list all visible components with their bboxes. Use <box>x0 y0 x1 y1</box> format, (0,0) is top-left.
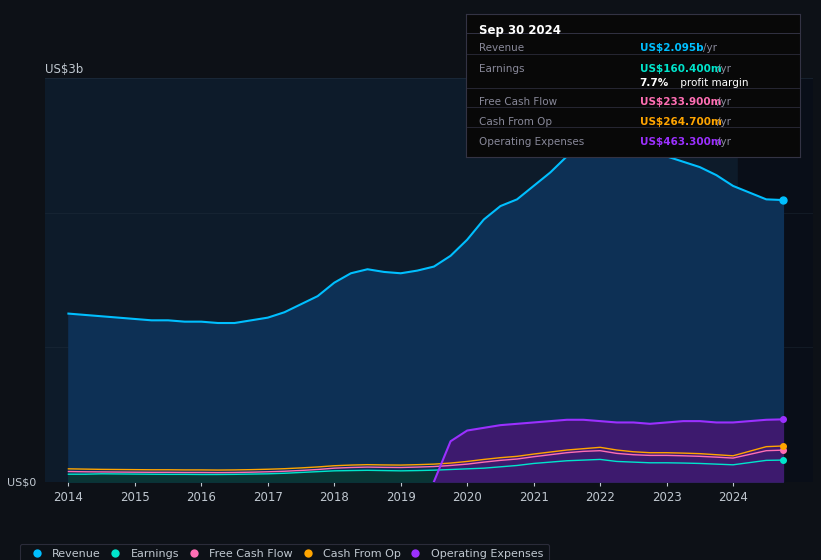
Text: US$3b: US$3b <box>45 63 84 76</box>
Text: Revenue: Revenue <box>479 43 524 53</box>
Text: US$160.400m: US$160.400m <box>640 64 722 74</box>
Text: /yr: /yr <box>704 43 718 53</box>
Text: Cash From Op: Cash From Op <box>479 117 552 127</box>
Legend: Revenue, Earnings, Free Cash Flow, Cash From Op, Operating Expenses: Revenue, Earnings, Free Cash Flow, Cash … <box>20 544 549 560</box>
Text: US$264.700m: US$264.700m <box>640 117 722 127</box>
Text: Free Cash Flow: Free Cash Flow <box>479 97 557 107</box>
Text: 7.7%: 7.7% <box>640 77 669 87</box>
Bar <box>738 78 821 482</box>
Text: /yr: /yr <box>717 64 731 74</box>
Text: profit margin: profit margin <box>677 77 748 87</box>
Text: Operating Expenses: Operating Expenses <box>479 137 585 147</box>
Text: US$233.900m: US$233.900m <box>640 97 721 107</box>
Text: US$463.300m: US$463.300m <box>640 137 722 147</box>
Text: /yr: /yr <box>717 137 731 147</box>
Text: /yr: /yr <box>717 117 731 127</box>
Text: Earnings: Earnings <box>479 64 525 74</box>
Text: /yr: /yr <box>717 97 731 107</box>
Text: US$2.095b: US$2.095b <box>640 43 704 53</box>
Text: Sep 30 2024: Sep 30 2024 <box>479 24 561 37</box>
